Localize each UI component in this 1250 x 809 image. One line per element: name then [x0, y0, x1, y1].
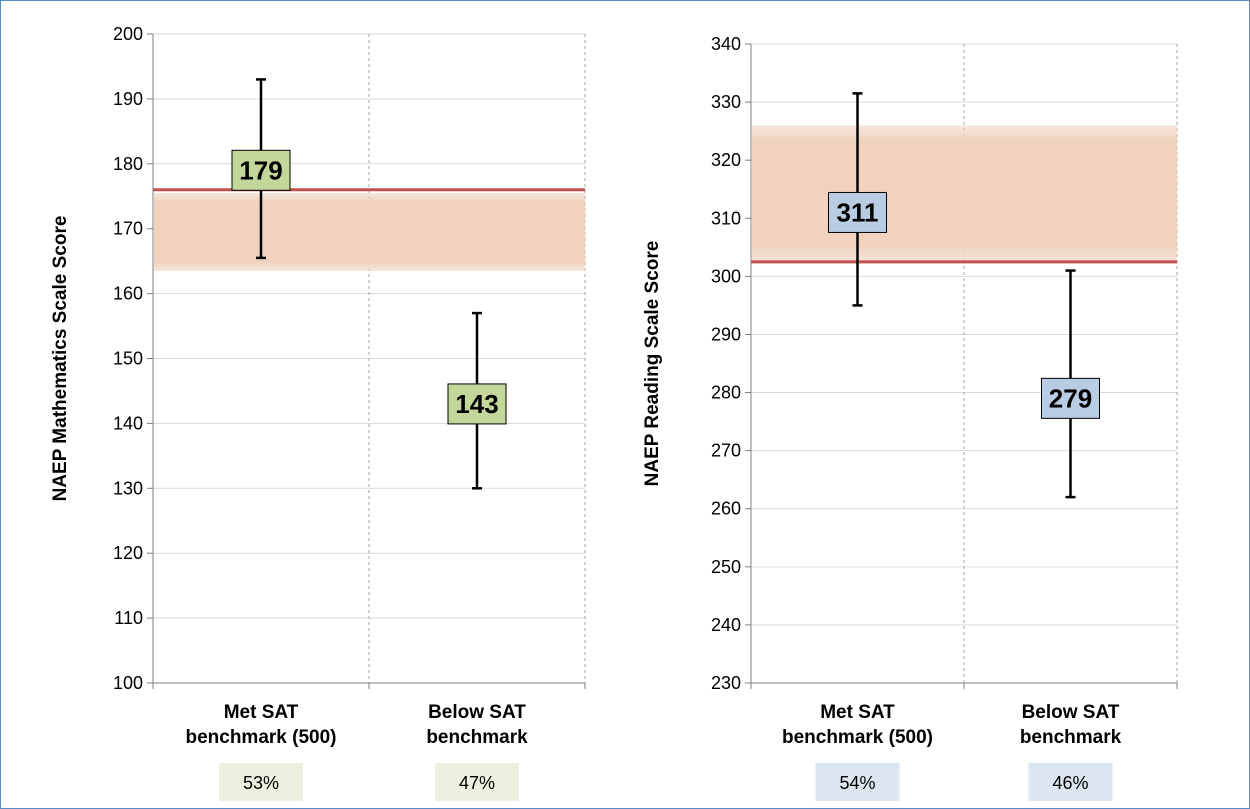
percent-box [815, 763, 900, 801]
y-tick-label: 310 [711, 208, 741, 228]
y-tick-label: 190 [113, 89, 143, 109]
category-label-line2: benchmark [1020, 727, 1122, 748]
y-axis-label: NAEP Reading Scale Score [642, 241, 663, 487]
value-label: 279 [1049, 383, 1092, 413]
y-tick-label: 330 [711, 92, 741, 112]
mathematics-chart: 100 110 120 130 140 150 160 170 180 190 200 NAEP Ma… [50, 24, 586, 801]
y-tick-label: 140 [113, 413, 143, 433]
category-label-line1: Met SAT [820, 702, 895, 723]
value-box [828, 191, 887, 233]
value-box [231, 149, 291, 191]
y-tick-label: 300 [711, 266, 741, 286]
y-tick-label: 240 [711, 615, 741, 635]
y-tick-label: 290 [711, 324, 741, 344]
reading-chart: 230 240 250 260 270 280 290 300 310 320 330 340 NAEP… [642, 34, 1178, 801]
y-tick-label: 340 [711, 34, 741, 54]
value-label: 311 [837, 197, 879, 227]
y-tick-label: 250 [711, 557, 741, 577]
value-label: 179 [239, 155, 282, 185]
category-label-line1: Below SAT [1022, 702, 1120, 723]
value-box [1041, 377, 1100, 419]
y-tick-label: 170 [113, 219, 143, 239]
percent-label: 53% [243, 773, 279, 793]
percent-box [435, 763, 519, 801]
value-box [447, 383, 507, 425]
y-tick-label: 280 [711, 383, 741, 403]
y-tick-label: 200 [113, 24, 143, 44]
percent-box [1028, 763, 1113, 801]
percent-label: 46% [1052, 773, 1088, 793]
category-label-line2: benchmark (500) [782, 727, 933, 748]
percent-label: 54% [839, 773, 875, 793]
y-tick-label: 230 [711, 673, 741, 693]
percent-box [219, 763, 303, 801]
category-label-line2: benchmark [426, 727, 528, 748]
y-tick-label: 120 [113, 543, 143, 563]
y-tick-label: 100 [113, 673, 143, 693]
y-tick-label: 130 [113, 478, 143, 498]
category-label-line1: Met SAT [224, 702, 299, 723]
y-tick-label: 320 [711, 150, 741, 170]
y-tick-label: 260 [711, 499, 741, 519]
category-label-line2: benchmark (500) [185, 727, 336, 748]
category-label-line1: Below SAT [428, 702, 526, 723]
y-tick-label: 270 [711, 441, 741, 461]
y-tick-label: 160 [113, 284, 143, 304]
percent-label: 47% [459, 773, 495, 793]
y-axis-label: NAEP Mathematics Scale Score [50, 216, 71, 502]
value-label: 143 [455, 389, 498, 419]
benchmark-band [154, 193, 585, 271]
y-tick-label: 110 [114, 608, 143, 628]
y-tick-label: 150 [113, 349, 143, 369]
benchmark-band [752, 125, 1177, 262]
y-tick-label: 180 [113, 154, 143, 174]
